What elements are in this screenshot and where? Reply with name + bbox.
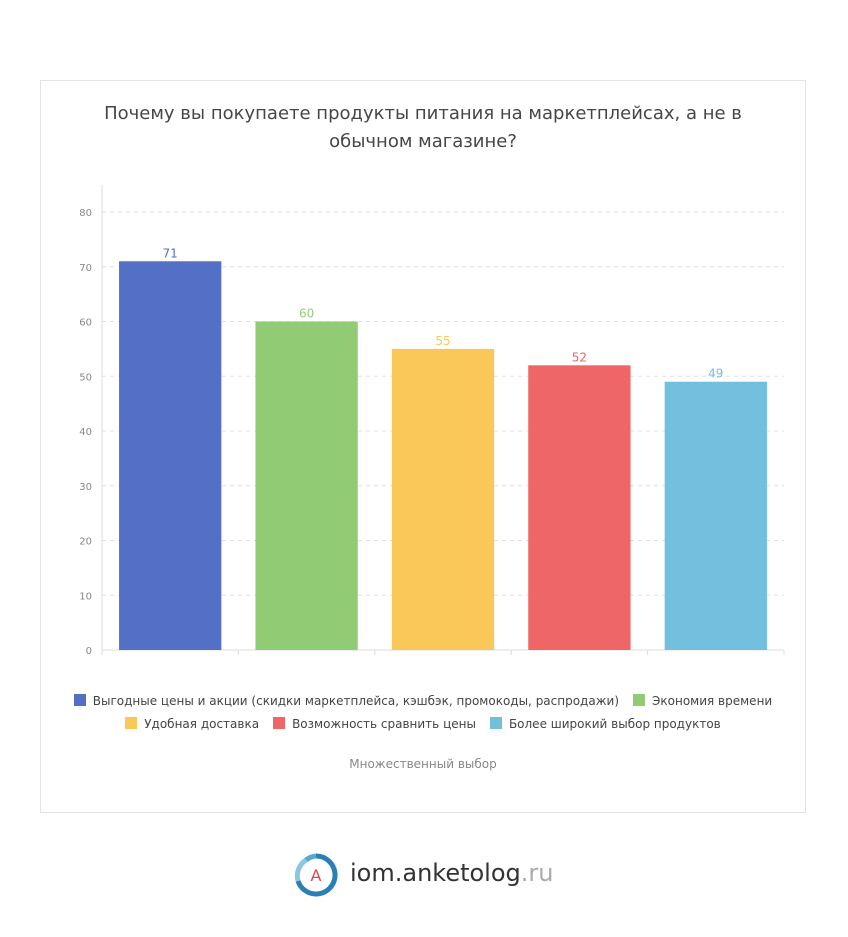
brand-domain: iom.anketolog [350,859,521,887]
bar[interactable] [664,381,767,650]
legend-label: Экономия времени [652,694,773,708]
y-tick-label: 50 [79,372,92,383]
legend-swatch [633,694,646,706]
legend-item[interactable]: Возможность сравнить цены [273,713,476,736]
chart-title: Почему вы покупаете продукты питания на … [104,103,742,152]
brand-tld: .ru [520,859,554,887]
y-tick-label: 80 [79,208,92,219]
legend-swatch [273,717,286,729]
brand-name: iom.anketolog.ru [350,859,553,887]
bar[interactable] [391,348,495,650]
legend-label: Выгодные цены и акции (скидки маркетплей… [92,694,620,708]
logo-letter: A [311,866,322,885]
y-tick-label: 30 [79,482,92,493]
data-label: 52 [572,350,587,364]
legend-swatch [73,694,86,706]
y-tick-label: 60 [79,318,92,329]
anketolog-logo-icon: A [294,853,338,897]
data-label: 49 [708,367,723,381]
multiple-choice-note: Множественный выбор [349,757,497,771]
y-tick-label: 10 [79,591,92,602]
legend-item[interactable]: Выгодные цены и акции (скидки маркетплей… [73,690,620,713]
legend: Выгодные цены и акции (скидки маркетплей… [50,690,796,736]
y-tick-label: 0 [86,646,92,657]
value-labels: 71 60 55 52 49 [163,246,724,380]
brand-logo: A iom.anketolog.ru [292,852,572,898]
data-label: 55 [435,334,450,348]
legend-item[interactable]: Экономия времени [633,690,772,713]
bar[interactable] [528,365,631,650]
legend-swatch [489,717,502,729]
y-tick-label: 20 [79,537,92,548]
legend-item[interactable]: Более широкий выбор продуктов [489,713,721,736]
bar[interactable] [119,261,222,650]
bar[interactable] [255,321,358,651]
data-label: 71 [163,246,178,260]
legend-swatch [125,717,138,729]
legend-label: Удобная доставка [144,717,260,731]
legend-item[interactable]: Удобная доставка [125,713,259,736]
y-tick-label: 70 [79,263,92,274]
legend-label: Возможность сравнить цены [292,717,476,731]
legend-label: Более широкий выбор продуктов [508,717,721,731]
data-label: 60 [299,307,314,321]
y-tick-label: 40 [79,427,92,438]
bars [119,261,767,650]
